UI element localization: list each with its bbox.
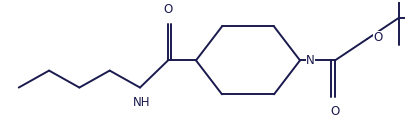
Text: O: O bbox=[163, 3, 172, 16]
Text: NH: NH bbox=[133, 96, 150, 109]
Text: O: O bbox=[372, 31, 382, 44]
Text: N: N bbox=[305, 54, 314, 67]
Text: O: O bbox=[330, 105, 339, 118]
